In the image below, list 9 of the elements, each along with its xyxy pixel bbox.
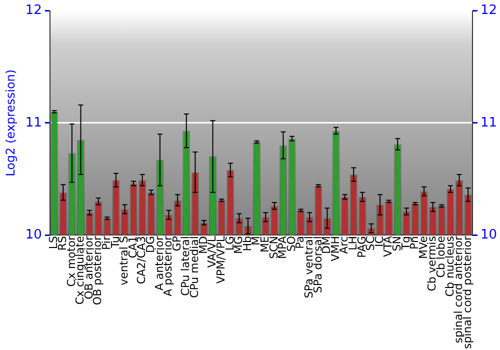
- y-axis-title: Log2 (expression): [3, 69, 18, 176]
- y2-tick-label: 11: [480, 115, 498, 130]
- y2-tick-label: 10: [480, 227, 498, 242]
- x-tick-label: OB posterior: [91, 236, 104, 306]
- y-tick-label: 10: [25, 227, 42, 242]
- y-tick-label: 12: [25, 3, 42, 18]
- x-tick-label: A posterior: [162, 236, 175, 296]
- y-tick-label: 11: [25, 115, 42, 130]
- y2-tick-label: 12: [480, 3, 498, 18]
